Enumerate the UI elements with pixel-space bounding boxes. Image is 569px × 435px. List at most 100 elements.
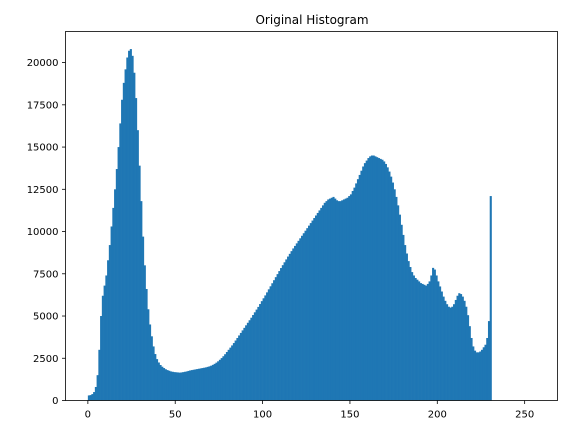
histogram-bar: [390, 176, 393, 401]
histogram-bar: [339, 201, 342, 401]
histogram-bar: [351, 190, 354, 401]
histogram-bar: [442, 296, 445, 401]
histogram-bar: [246, 322, 249, 401]
x-tick-label: 0: [85, 410, 91, 421]
histogram-bar: [222, 356, 225, 401]
histogram-bar: [152, 346, 155, 401]
histogram-bar: [346, 197, 349, 401]
histogram-bar: [210, 365, 213, 401]
histogram-bar: [456, 295, 459, 401]
x-axis: 0 50 100 150 200 250: [85, 400, 534, 421]
histogram-bar: [330, 197, 333, 401]
histogram-bar: [400, 224, 403, 401]
histogram-bar: [204, 367, 208, 401]
histogram-bar: [122, 82, 125, 401]
histogram-bar: [100, 316, 103, 401]
histogram-bar: [363, 163, 367, 401]
histogram-bar: [101, 295, 104, 401]
histogram-bar: [252, 315, 255, 401]
histogram-bar: [348, 196, 351, 401]
histogram-bar: [426, 283, 429, 401]
histogram-bar: [271, 283, 274, 401]
histogram-bar: [145, 288, 148, 401]
histogram-bars: [87, 49, 492, 401]
histogram-bar: [374, 156, 377, 401]
histogram-bar: [349, 194, 353, 401]
histogram-bar: [287, 256, 290, 401]
histogram-bar: [309, 223, 312, 401]
histogram-bar: [446, 304, 449, 401]
histogram-bar: [150, 336, 153, 401]
histogram-bar: [334, 198, 337, 401]
histogram-bar: [248, 320, 251, 401]
x-tick-label: 50: [169, 410, 182, 421]
histogram-bar: [435, 275, 438, 401]
histogram-bar: [370, 155, 373, 401]
histogram-bar: [384, 163, 387, 401]
histogram-bar: [421, 283, 424, 401]
histogram-bar: [245, 325, 248, 401]
histogram-bar: [168, 370, 171, 401]
histogram-bar: [419, 283, 422, 401]
histogram-bar: [388, 171, 391, 401]
histogram-bar: [314, 215, 318, 401]
histogram-bar: [217, 361, 220, 401]
x-tick-label: 150: [340, 410, 359, 421]
histogram-bar: [276, 274, 279, 401]
histogram-bar: [465, 306, 468, 401]
histogram-bar: [280, 268, 283, 401]
histogram-bar: [423, 284, 426, 401]
histogram-bar: [484, 344, 487, 401]
histogram-bar: [409, 267, 412, 401]
histogram-bar: [227, 349, 230, 401]
histogram-bar: [467, 315, 470, 401]
histogram-bar: [489, 196, 492, 401]
histogram-bar: [197, 368, 201, 401]
histogram-bar: [159, 365, 162, 401]
histogram-bar: [281, 265, 284, 401]
histogram-bar: [140, 201, 143, 401]
histogram-bar: [253, 312, 256, 401]
histogram-bar: [232, 343, 235, 401]
histogram-bar: [143, 265, 146, 401]
histogram-bar: [89, 395, 92, 401]
histogram-bar: [135, 98, 138, 401]
histogram-bar: [121, 99, 124, 401]
y-tick-label: 17500: [27, 100, 59, 111]
histogram-bar: [480, 349, 484, 401]
histogram-bar: [402, 234, 405, 401]
histogram-bar: [440, 291, 443, 401]
y-tick-label: 10000: [27, 227, 59, 238]
histogram-bar: [218, 359, 221, 401]
histogram-bar: [301, 235, 304, 401]
histogram-bar: [224, 354, 227, 401]
histogram-bar: [454, 299, 457, 401]
histogram-bar: [117, 147, 120, 401]
histogram-bar: [131, 55, 134, 401]
histogram-bar: [182, 372, 185, 401]
histogram-bar: [267, 289, 270, 401]
histogram-bar: [335, 200, 339, 401]
histogram-bar: [416, 279, 419, 401]
histogram-bar: [166, 370, 169, 401]
histogram-bar: [119, 123, 122, 401]
histogram-bar: [447, 306, 450, 401]
histogram-bar: [169, 371, 173, 401]
histogram-bar: [433, 269, 436, 401]
histogram-bar: [379, 158, 382, 401]
histogram-bar: [180, 372, 183, 401]
histogram-bar: [98, 349, 101, 401]
histogram-bar: [229, 347, 232, 401]
histogram-bar: [243, 327, 246, 401]
histogram-bar: [355, 183, 358, 401]
histogram-bar: [418, 281, 421, 401]
histogram-bar: [147, 309, 150, 401]
x-tick-label: 100: [253, 410, 272, 421]
x-tick-label: 250: [515, 410, 534, 421]
histogram-bar: [192, 369, 195, 401]
histogram-bar: [87, 395, 90, 401]
histogram-bar: [360, 170, 363, 401]
y-tick-label: 0: [52, 396, 58, 407]
histogram-bar: [269, 286, 272, 401]
